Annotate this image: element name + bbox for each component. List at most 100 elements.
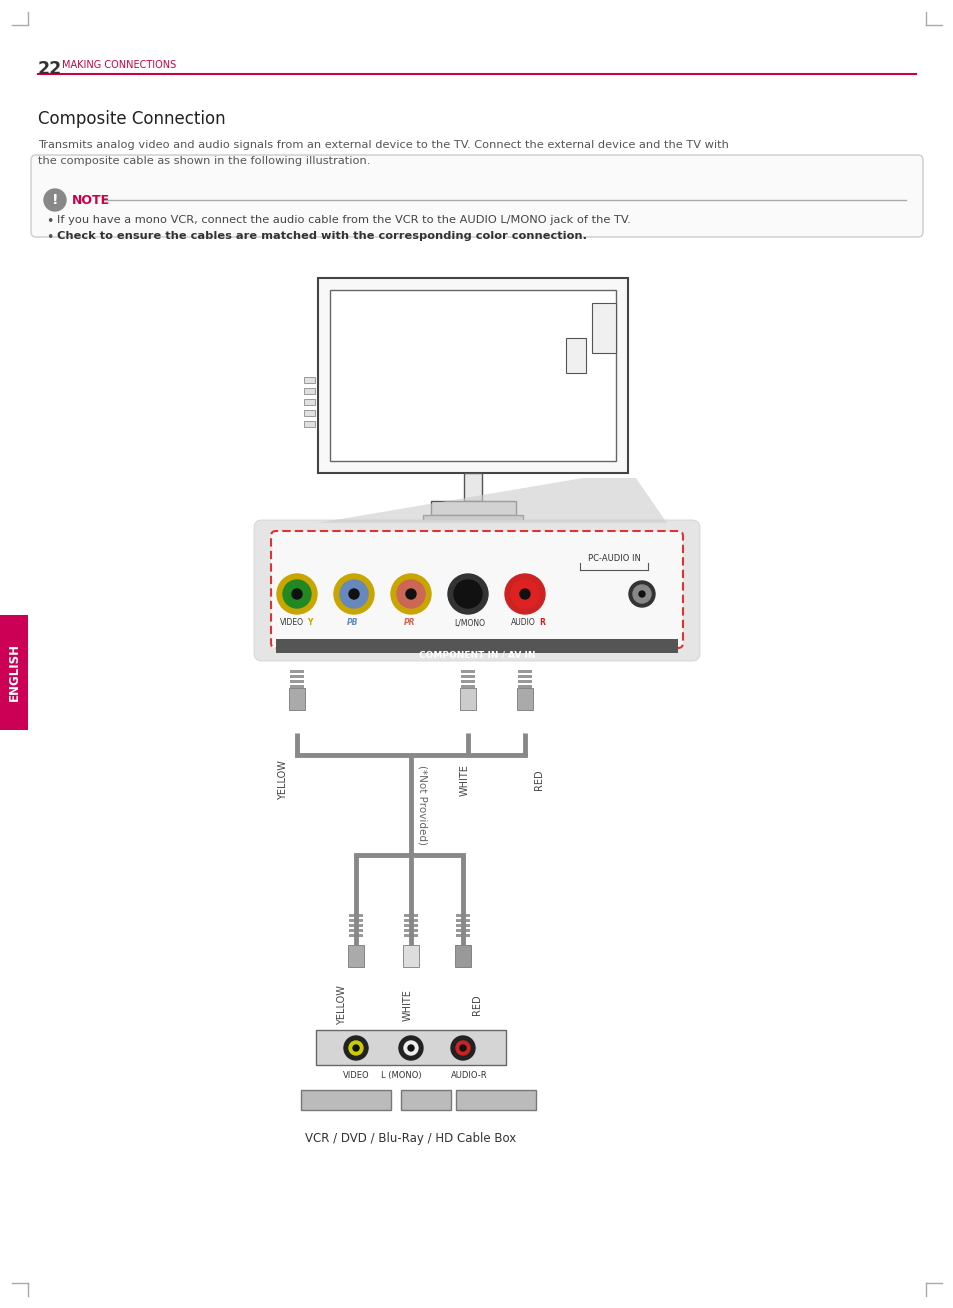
Circle shape [408, 1045, 414, 1052]
Bar [403, 923, 417, 927]
FancyBboxPatch shape [253, 521, 700, 661]
Bar [456, 913, 470, 917]
Text: ENGLISH: ENGLISH [8, 644, 20, 701]
Circle shape [633, 585, 650, 603]
Text: MAKING CONNECTIONS: MAKING CONNECTIONS [62, 60, 176, 71]
Bar [517, 689, 532, 693]
Text: •: • [46, 215, 53, 228]
Text: Y: Y [307, 617, 312, 627]
Circle shape [349, 589, 358, 599]
Circle shape [519, 589, 530, 599]
Circle shape [504, 574, 544, 613]
Bar [517, 684, 532, 688]
Text: Check to ensure the cables are matched with the corresponding color connection.: Check to ensure the cables are matched w… [57, 232, 586, 241]
Circle shape [403, 1041, 417, 1056]
Bar [517, 688, 533, 710]
Polygon shape [316, 477, 666, 523]
Text: WHITE: WHITE [459, 764, 470, 797]
Text: (*Not Provided): (*Not Provided) [417, 765, 428, 845]
Bar [304, 421, 314, 426]
Bar [460, 675, 475, 678]
Bar [592, 303, 616, 353]
Bar [431, 501, 516, 515]
Bar [456, 934, 470, 937]
Bar [403, 913, 417, 917]
Text: Composite Connection: Composite Connection [38, 110, 226, 128]
Circle shape [448, 574, 488, 613]
Text: VCR / DVD / Blu-Ray / HD Cable Box: VCR / DVD / Blu-Ray / HD Cable Box [305, 1131, 517, 1144]
Bar [315, 1029, 505, 1065]
Bar [290, 689, 304, 693]
Circle shape [451, 1036, 475, 1059]
Bar [349, 929, 363, 933]
Circle shape [459, 1045, 465, 1052]
Text: VIDEO: VIDEO [342, 1071, 369, 1080]
Text: YELLOW: YELLOW [336, 985, 347, 1025]
Circle shape [454, 579, 481, 608]
Text: the composite cable as shown in the following illustration.: the composite cable as shown in the foll… [38, 156, 370, 166]
Bar [422, 515, 522, 525]
FancyBboxPatch shape [271, 531, 682, 647]
Text: PR: PR [403, 617, 416, 627]
Bar [275, 640, 678, 653]
Circle shape [456, 1041, 470, 1056]
Bar [348, 944, 364, 967]
Text: AUDIO-R: AUDIO-R [450, 1071, 487, 1080]
Text: •: • [46, 232, 53, 245]
Bar [289, 688, 305, 710]
Bar [517, 670, 532, 674]
Bar [517, 675, 532, 678]
Circle shape [406, 589, 416, 599]
Bar [403, 929, 417, 933]
Text: RED: RED [534, 769, 543, 790]
Bar [301, 1090, 391, 1110]
Bar [456, 1090, 536, 1110]
Circle shape [344, 1036, 368, 1059]
Bar [349, 913, 363, 917]
Bar [349, 918, 363, 922]
Text: PB: PB [347, 617, 358, 627]
Bar [290, 670, 304, 674]
Circle shape [396, 579, 424, 608]
Bar [330, 290, 616, 460]
Bar [403, 918, 417, 922]
Circle shape [628, 581, 655, 607]
Circle shape [276, 574, 316, 613]
Bar [456, 923, 470, 927]
Text: YELLOW: YELLOW [277, 760, 288, 800]
Circle shape [398, 1036, 422, 1059]
Bar [517, 679, 532, 683]
Circle shape [334, 574, 374, 613]
Circle shape [44, 188, 66, 211]
Text: NOTE: NOTE [71, 194, 110, 207]
Bar [0, 615, 28, 730]
Text: VIDEO: VIDEO [280, 617, 304, 627]
Text: !: ! [51, 194, 58, 207]
Bar [402, 944, 418, 967]
Bar [304, 377, 314, 383]
Bar [349, 934, 363, 937]
Bar [456, 918, 470, 922]
Text: L/MONO: L/MONO [454, 617, 484, 627]
Text: Transmits analog video and audio signals from an external device to the TV. Conn: Transmits analog video and audio signals… [38, 140, 728, 150]
Bar [455, 944, 471, 967]
Bar [565, 337, 585, 373]
Bar [400, 1090, 451, 1110]
Circle shape [511, 579, 538, 608]
Bar [304, 409, 314, 416]
Bar [349, 923, 363, 927]
Text: R: R [538, 617, 544, 627]
Circle shape [353, 1045, 358, 1052]
Bar [460, 684, 475, 688]
Circle shape [391, 574, 431, 613]
Text: COMPONENT IN / AV IN: COMPONENT IN / AV IN [418, 651, 535, 661]
Bar [290, 679, 304, 683]
Text: If you have a mono VCR, connect the audio cable from the VCR to the AUDIO L/MONO: If you have a mono VCR, connect the audi… [57, 215, 630, 225]
Bar [403, 934, 417, 937]
Bar [460, 689, 475, 693]
Text: AUDIO: AUDIO [511, 617, 536, 627]
Circle shape [283, 579, 311, 608]
Bar [460, 670, 475, 674]
Circle shape [462, 589, 473, 599]
Text: L (MONO): L (MONO) [380, 1071, 421, 1080]
